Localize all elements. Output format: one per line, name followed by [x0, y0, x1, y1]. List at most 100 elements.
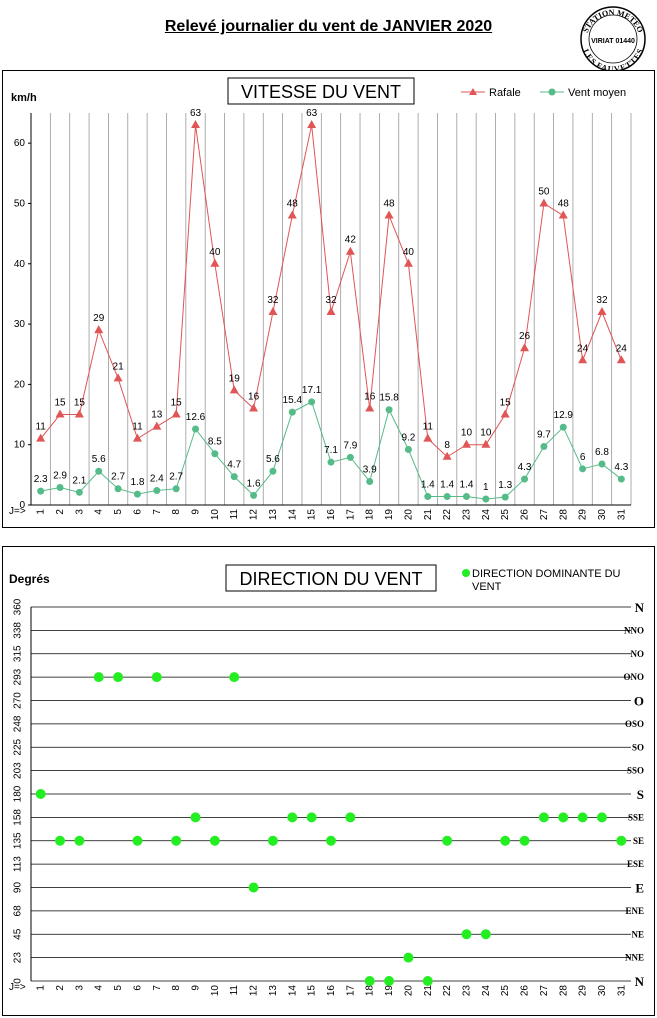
- data-point-direction: [267, 835, 278, 846]
- x-tick-label: 13: [268, 509, 279, 521]
- data-point-rafale: [558, 210, 568, 219]
- data-point-direction: [132, 835, 143, 846]
- chart-title-box: [227, 77, 415, 105]
- data-point-direction: [35, 789, 46, 799]
- legend-label: DIRECTION DOMINANTE DU VENT: [472, 568, 621, 593]
- legend-marker: [462, 569, 470, 577]
- data-point-direction: [229, 672, 240, 683]
- data-label: 24: [577, 343, 589, 354]
- compass-label: O: [634, 694, 644, 709]
- data-label: 63: [190, 108, 202, 119]
- x-tick-label: 24: [481, 509, 492, 521]
- data-label: 1.4: [460, 480, 474, 491]
- data-point-rafale: [132, 433, 142, 442]
- compass-label: NNE: [625, 953, 644, 963]
- data-point-vent-moyen: [424, 493, 432, 501]
- station-stamp: STATION METEO VIRIAT 01440 LES FAUVETTES: [580, 6, 646, 74]
- data-label: 2.1: [72, 475, 86, 486]
- x-tick-label: 20: [403, 985, 414, 997]
- data-label: 1.6: [247, 478, 261, 489]
- y-tick-label: 90: [13, 882, 24, 894]
- data-point-vent-moyen: [521, 475, 529, 483]
- data-label: 11: [423, 422, 434, 433]
- data-label: 5.6: [92, 454, 106, 465]
- x-tick-label: 30: [597, 509, 608, 521]
- data-point-rafale: [616, 355, 626, 364]
- data-label: 5.6: [266, 454, 280, 465]
- data-point-direction: [306, 812, 317, 823]
- data-point-vent-moyen: [308, 398, 316, 406]
- compass-label: NE: [631, 929, 644, 939]
- data-point-vent-moyen: [579, 465, 587, 473]
- x-tick-label: 9: [191, 509, 202, 515]
- wind-speed-panel: 0 10 20 30 40 50 60 1 2 3 4 5 6 7 8 9 10 11 12 13 14 15 16 17 18…: [2, 70, 655, 528]
- y-tick-label: 23: [13, 952, 24, 964]
- data-label: 4.3: [614, 462, 628, 473]
- data-label: 29: [93, 313, 105, 324]
- data-point-rafale: [481, 439, 491, 448]
- data-point-direction: [326, 835, 336, 846]
- data-point-vent-moyen: [56, 484, 64, 492]
- x-tick-label: 17: [345, 985, 356, 997]
- data-point-vent-moyen: [462, 493, 470, 501]
- y-tick-label: 60: [14, 138, 26, 149]
- data-point-rafale: [520, 343, 530, 352]
- data-point-vent-moyen: [192, 425, 200, 433]
- x-tick-label: 8: [171, 509, 182, 515]
- data-label: 32: [267, 295, 279, 306]
- x-tick-label: 27: [539, 985, 550, 997]
- data-label: 11: [132, 422, 143, 433]
- data-point-vent-moyen: [617, 475, 625, 483]
- data-point-rafale: [345, 246, 355, 255]
- data-label: 40: [403, 247, 415, 258]
- page-title: Relevé journalier du vent de JANVIER 202…: [164, 18, 493, 35]
- x-tick-label: 25: [500, 509, 511, 521]
- svg-text:VIRIAT 01440: VIRIAT 01440: [591, 38, 635, 45]
- x-tick-label: 7: [152, 985, 163, 991]
- data-label: 15.4: [283, 395, 303, 406]
- x-tick-label: 31: [616, 509, 627, 521]
- data-point-vent-moyen: [211, 450, 219, 458]
- data-point-direction: [480, 929, 491, 940]
- y-tick-label: 135: [13, 832, 24, 849]
- data-point-direction: [596, 812, 607, 823]
- x-tick-label: 11: [229, 509, 240, 520]
- data-point-direction: [209, 835, 220, 846]
- y-tick-label: 270: [13, 692, 24, 709]
- data-label: 1: [483, 482, 489, 493]
- data-point-vent-moyen: [133, 490, 141, 498]
- data-point-direction: [190, 812, 201, 823]
- data-point-direction: [93, 672, 104, 683]
- x-tick-label: 21: [423, 985, 434, 997]
- x-tick-label: 16: [326, 509, 337, 521]
- data-label: 26: [519, 331, 531, 342]
- data-point-rafale: [191, 120, 201, 129]
- data-point-rafale: [210, 258, 220, 267]
- data-label: 3.9: [363, 464, 377, 475]
- data-point-direction: [422, 976, 433, 986]
- compass-label: ESE: [627, 859, 644, 869]
- y-tick-label: 10: [14, 440, 26, 451]
- data-point-direction: [500, 835, 511, 846]
- x-tick-label: 7: [152, 509, 163, 515]
- x-tick-label: 26: [520, 509, 531, 521]
- data-point-direction: [538, 812, 549, 823]
- x-tick-label: 2: [55, 985, 66, 991]
- data-point-vent-moyen: [404, 446, 412, 454]
- data-point-direction: [248, 882, 259, 893]
- data-label: 11: [35, 422, 46, 433]
- data-point-vent-moyen: [327, 458, 335, 466]
- data-point-rafale: [171, 409, 181, 418]
- data-label: 6.8: [595, 447, 609, 458]
- chart-title-box: [225, 564, 437, 592]
- data-point-direction: [364, 976, 375, 986]
- y-tick-label: 113: [13, 856, 24, 872]
- y-axis-label: Degrés: [9, 572, 50, 586]
- data-label: 4.3: [518, 462, 532, 473]
- y-tick-label: 315: [13, 645, 24, 662]
- legend-label: Rafale: [489, 87, 521, 99]
- compass-label: SSO: [627, 766, 644, 776]
- x-tick-label: 4: [94, 509, 105, 515]
- y-tick-label: 20: [14, 379, 26, 390]
- compass-label: NO: [631, 649, 645, 659]
